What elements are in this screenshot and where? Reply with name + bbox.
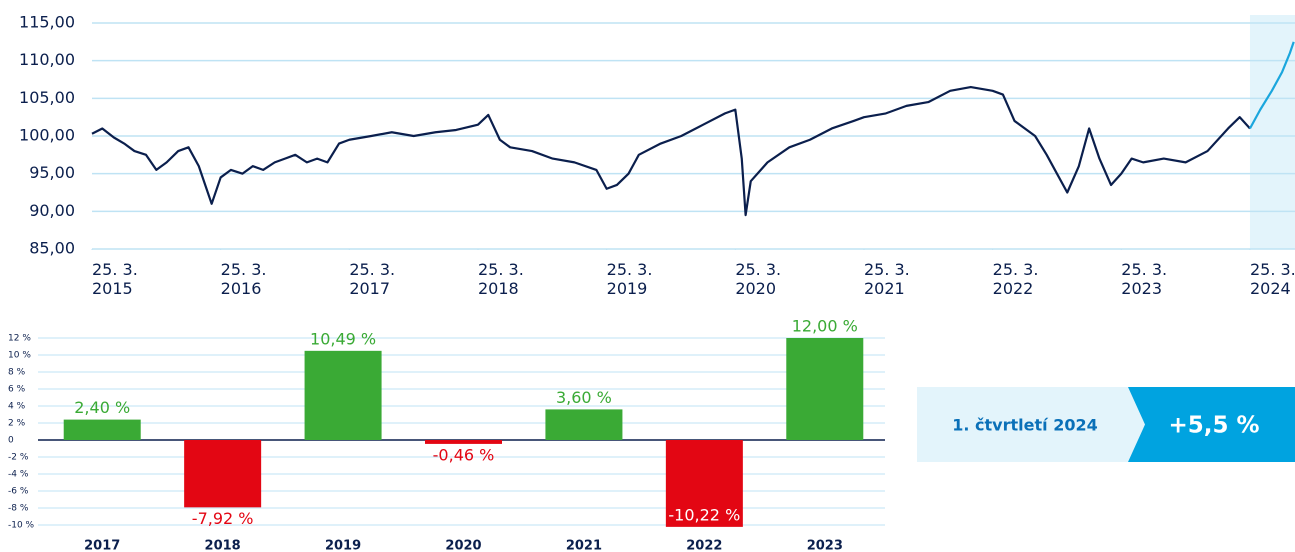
value-label: 12,00 %	[792, 317, 858, 336]
x-tick-label: 2022	[686, 539, 722, 552]
x-tick-label: 25. 3. 2015	[92, 260, 138, 298]
x-tick-label: 2017	[84, 539, 120, 552]
bar	[184, 440, 262, 508]
y-tick-label: -6 %	[8, 487, 29, 497]
x-tick-label: 2019	[325, 539, 361, 552]
y-tick-label: 6 %	[8, 385, 26, 395]
value-label: 2,40 %	[74, 398, 130, 417]
line	[1249, 41, 1295, 129]
bar	[63, 419, 141, 440]
y-tick-label: 110,00	[19, 50, 75, 69]
highlight-band	[1249, 15, 1295, 249]
y-tick-label: 12 %	[8, 334, 31, 344]
y-tick-label: 0	[8, 436, 14, 446]
y-tick-label: -4 %	[8, 470, 29, 480]
x-tick-label: 25. 3. 2021	[863, 260, 910, 298]
y-tick-label: 2 %	[8, 419, 26, 429]
y-tick-label: 95,00	[29, 163, 75, 182]
bar	[786, 338, 864, 440]
bar	[304, 350, 382, 440]
x-tick-label: 2021	[566, 539, 602, 552]
badge-value-bg	[1128, 387, 1295, 462]
value-label: -0,46 %	[433, 445, 495, 464]
x-tick-label: 25. 3. 2024	[1249, 260, 1295, 298]
y-tick-label: -2 %	[8, 453, 29, 463]
value-label: 10,49 %	[310, 329, 376, 348]
value-label: 3,60 %	[556, 388, 612, 407]
line	[91, 85, 1251, 217]
x-tick-label: 25. 3. 2016	[220, 260, 267, 298]
y-tick-label: 85,00	[29, 239, 75, 258]
value-label: -7,92 %	[192, 509, 254, 528]
x-tick-label: 2020	[445, 539, 481, 552]
x-tick-label: 25. 3. 2017	[349, 260, 396, 298]
x-tick-label: 25. 3. 2020	[735, 260, 782, 298]
y-tick-label: 115,00	[19, 13, 75, 32]
badge-bg	[917, 387, 1147, 462]
y-tick-label: 105,00	[19, 88, 75, 107]
y-tick-label: 90,00	[29, 201, 75, 220]
bar	[425, 440, 502, 444]
value-label: -10,22 %	[668, 505, 740, 524]
y-tick-label: -10 %	[8, 521, 35, 531]
x-tick-label: 25. 3. 2023	[1121, 260, 1168, 298]
y-tick-label: 100,00	[19, 126, 75, 145]
x-tick-label: 2023	[807, 539, 843, 552]
y-tick-label: -8 %	[8, 504, 29, 514]
y-tick-label: 4 %	[8, 402, 26, 412]
x-tick-label: 25. 3. 2022	[992, 260, 1039, 298]
x-tick-label: 2018	[205, 539, 241, 552]
badge-label: 1. čtvrtletí 2024	[952, 416, 1097, 435]
bar	[545, 409, 623, 440]
badge-value: +5,5 %	[1168, 413, 1259, 439]
y-tick-label: 10 %	[8, 351, 31, 361]
x-tick-label: 25. 3. 2019	[606, 260, 653, 298]
bar	[665, 440, 743, 527]
x-tick-label: 25. 3. 2018	[477, 260, 524, 298]
y-tick-label: 8 %	[8, 368, 26, 378]
